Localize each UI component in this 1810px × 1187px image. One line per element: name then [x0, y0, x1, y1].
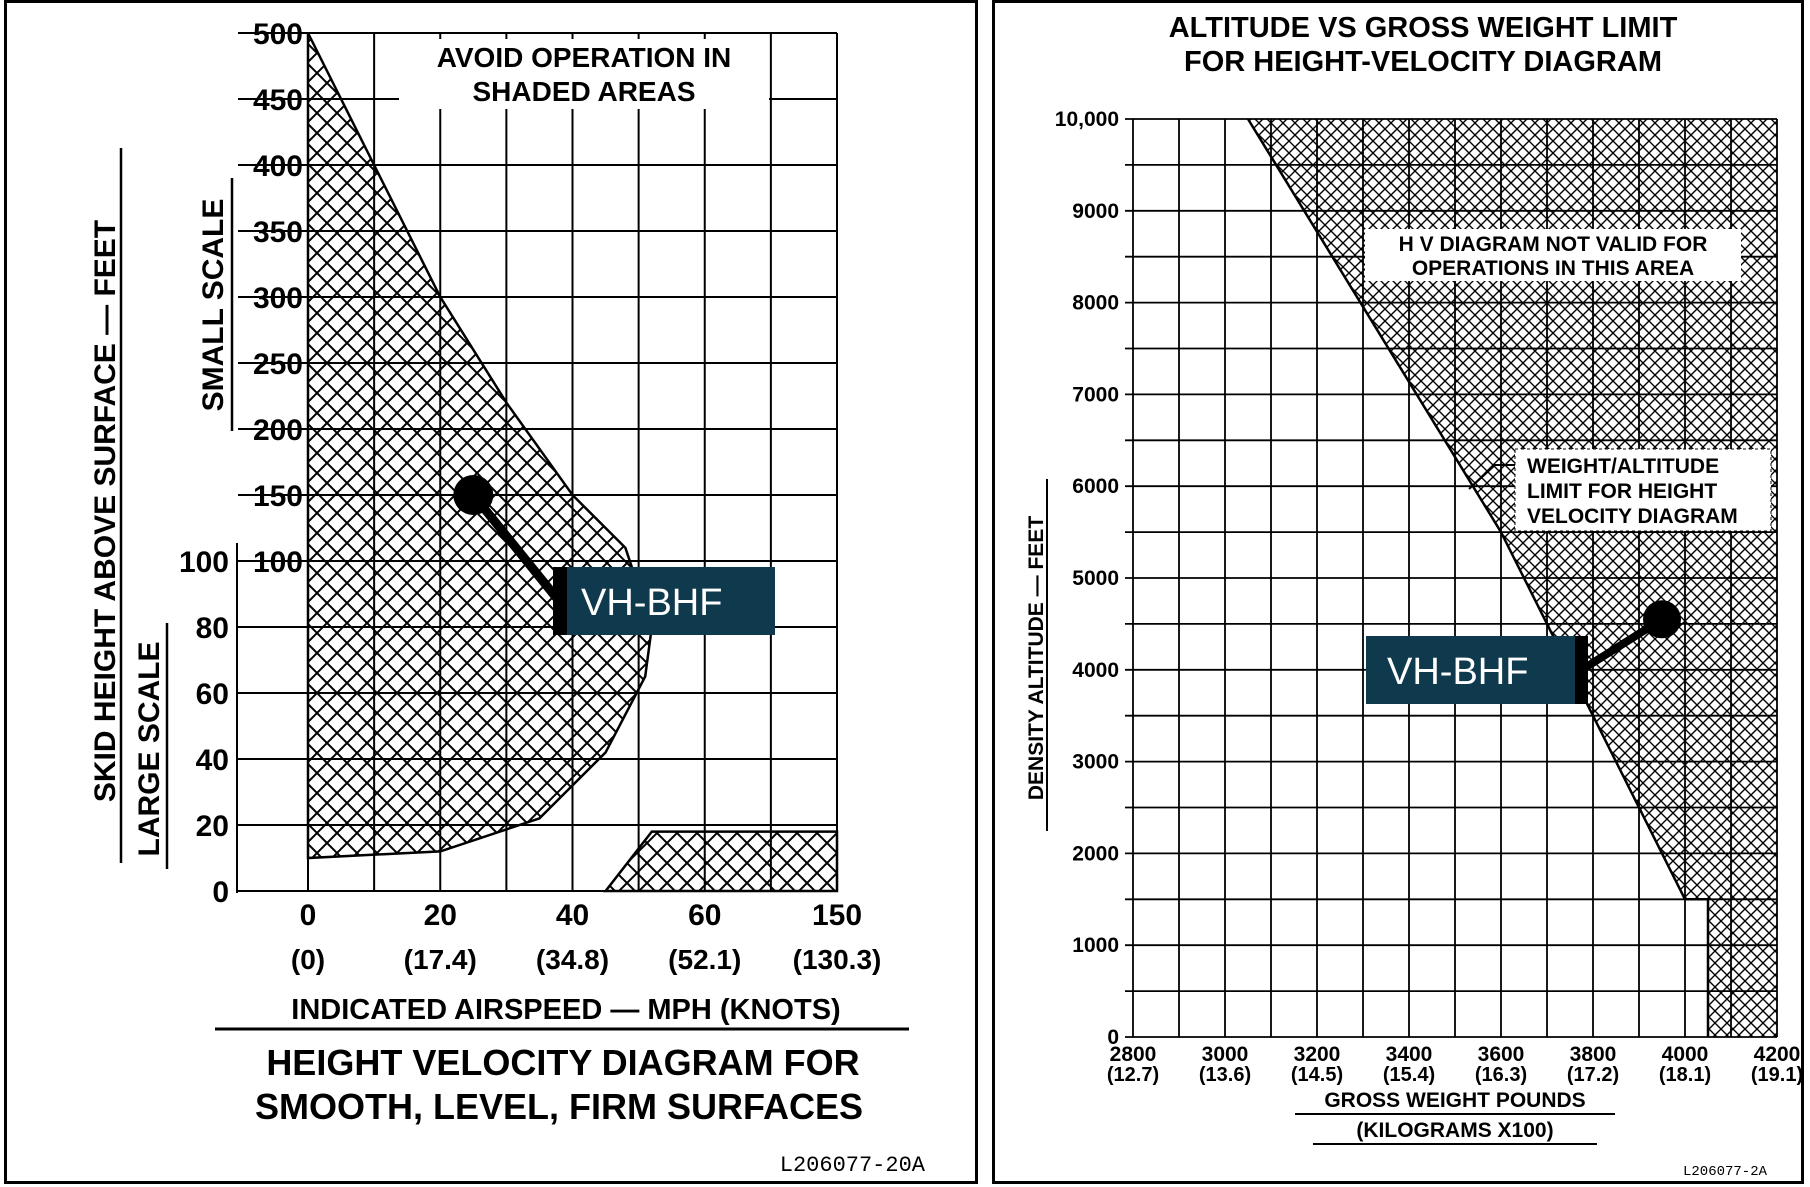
avoid-note-line: AVOID OPERATION IN	[437, 42, 732, 73]
limit-note-background	[1514, 448, 1772, 532]
y-axis-label: SKID HEIGHT ABOVE SURFACE — FEET	[89, 220, 122, 802]
large-scale-tick: 40	[196, 744, 229, 777]
x-tick-pounds: 3000	[1202, 1043, 1249, 1066]
x-tick-mph: 20	[424, 899, 457, 932]
y-tick-label: 10,000	[1055, 108, 1119, 131]
x-tick-pounds: 3400	[1386, 1043, 1433, 1066]
x-tick-kilograms: (17.2)	[1567, 1064, 1619, 1086]
large-scale-tick: 100	[179, 546, 229, 579]
limit-note-line: VELOCITY DIAGRAM	[1527, 505, 1738, 528]
x-tick-knots: (130.3)	[793, 944, 882, 975]
y-tick-label: 8000	[1072, 292, 1119, 315]
x-tick-knots: (34.8)	[536, 944, 609, 975]
limit-note-line: LIMIT FOR HEIGHT	[1527, 480, 1717, 503]
x-tick-kilograms: (14.5)	[1291, 1064, 1343, 1086]
x-tick-pounds: 2800	[1110, 1043, 1157, 1066]
x-tick-kilograms: (18.1)	[1659, 1064, 1711, 1086]
shaded-note-line: OPERATIONS IN THIS AREA	[1412, 257, 1694, 280]
marker-label: VH-BHF	[581, 582, 722, 624]
x-tick-kilograms: (12.7)	[1107, 1064, 1159, 1086]
x-tick-mph: 40	[556, 899, 589, 932]
x-tick-kilograms: (15.4)	[1383, 1064, 1435, 1086]
large-scale-tick: 0	[212, 876, 229, 909]
x-tick-kilograms: (13.6)	[1199, 1064, 1251, 1086]
marker-label-tab	[1575, 636, 1588, 704]
x-tick-kilograms: (16.3)	[1475, 1064, 1527, 1086]
hv-diagram-panel: AVOID OPERATION IN SHADED AREAS 100 150 200 2…	[4, 0, 978, 1184]
shaded-note-line: H V DIAGRAM NOT VALID FOR	[1399, 233, 1708, 256]
x-tick-mph: 0	[300, 899, 317, 932]
marker-label-box	[1366, 636, 1588, 704]
avoid-region-main	[306, 32, 654, 860]
avoid-note-line: SHADED AREAS	[473, 76, 696, 107]
x-axis-label: INDICATED AIRSPEED — MPH (KNOTS)	[291, 994, 840, 1026]
altitude-weight-panel: H V DIAGRAM NOT VALID FOR OPERATIONS IN T…	[992, 0, 1804, 1184]
small-scale-label: SMALL SCALE	[197, 199, 230, 412]
chart-title-line: ALTITUDE VS GROSS WEIGHT LIMIT	[1169, 12, 1678, 44]
y-tick-label: 9000	[1072, 200, 1119, 223]
small-scale-tick: 150	[253, 480, 303, 513]
marker-label-tab	[553, 567, 567, 635]
x-tick-knots: (0)	[291, 944, 325, 975]
chart-title-line: FOR HEIGHT-VELOCITY DIAGRAM	[1184, 46, 1662, 78]
note-background	[399, 39, 769, 109]
x-tick-pounds: 3200	[1294, 1043, 1341, 1066]
x-tick-pounds: 3600	[1478, 1043, 1525, 1066]
small-scale-tick: 250	[253, 348, 303, 381]
x-axis-label-line: (KILOGRAMS X100)	[1356, 1119, 1553, 1142]
x-tick-pounds: 4200	[1754, 1043, 1801, 1066]
small-scale-tick: 300	[253, 282, 303, 315]
chart-title-line: HEIGHT VELOCITY DIAGRAM FOR	[266, 1042, 859, 1083]
y-tick-label: 2000	[1072, 842, 1119, 865]
marker-dot	[1643, 600, 1681, 639]
x-axis-label-line: GROSS WEIGHT POUNDS	[1324, 1089, 1585, 1112]
x-tick-mph: 60	[688, 899, 721, 932]
small-scale-tick: 100	[253, 546, 303, 579]
small-scale-tick: 350	[253, 216, 303, 249]
x-tick-pounds: 4000	[1662, 1043, 1709, 1066]
limit-note-leader	[1468, 464, 1515, 490]
large-scale-tick: 80	[196, 612, 229, 645]
y-tick-label: 4000	[1072, 659, 1119, 682]
large-scale-tick: 20	[196, 810, 229, 843]
invalid-region	[1248, 119, 1777, 1037]
weight-altitude-limit-line	[1246, 118, 1710, 1037]
y-tick-label: 3000	[1072, 751, 1119, 774]
shaded-note-background	[1365, 229, 1741, 281]
y-tick-label: 7000	[1072, 383, 1119, 406]
x-tick-pounds: 3800	[1570, 1043, 1617, 1066]
y-axis-label: DENSITY ALTITUDE — FEET	[1025, 516, 1048, 800]
small-scale-tick: 400	[253, 150, 303, 183]
y-tick-label: 6000	[1072, 475, 1119, 498]
small-scale-tick: 500	[253, 18, 303, 51]
y-tick-label: 5000	[1072, 567, 1119, 590]
avoid-region-high-speed	[603, 830, 839, 893]
marker-dot	[453, 475, 494, 515]
large-scale-tick: 60	[196, 678, 229, 711]
marker-label-box	[553, 567, 775, 635]
small-scale-tick: 450	[253, 84, 303, 117]
figure-reference: L206077-20A	[780, 1153, 926, 1178]
chart-title-line: SMOOTH, LEVEL, FIRM SURFACES	[255, 1086, 863, 1127]
figure-reference: L206077-2A	[1683, 1164, 1768, 1180]
limit-note-line: WEIGHT/ALTITUDE	[1527, 455, 1719, 478]
x-tick-knots: (17.4)	[404, 944, 477, 975]
large-scale-label: LARGE SCALE	[133, 641, 166, 856]
y-tick-label: 1000	[1072, 934, 1119, 957]
x-tick-kilograms: (19.1)	[1751, 1064, 1803, 1086]
marker-leader-line	[469, 492, 563, 604]
y-tick-label: 0	[1107, 1026, 1119, 1049]
small-scale-tick: 200	[253, 414, 303, 447]
x-tick-knots: (52.1)	[668, 944, 741, 975]
marker-label: VH-BHF	[1387, 651, 1528, 693]
x-tick-mph: 150	[812, 899, 862, 932]
